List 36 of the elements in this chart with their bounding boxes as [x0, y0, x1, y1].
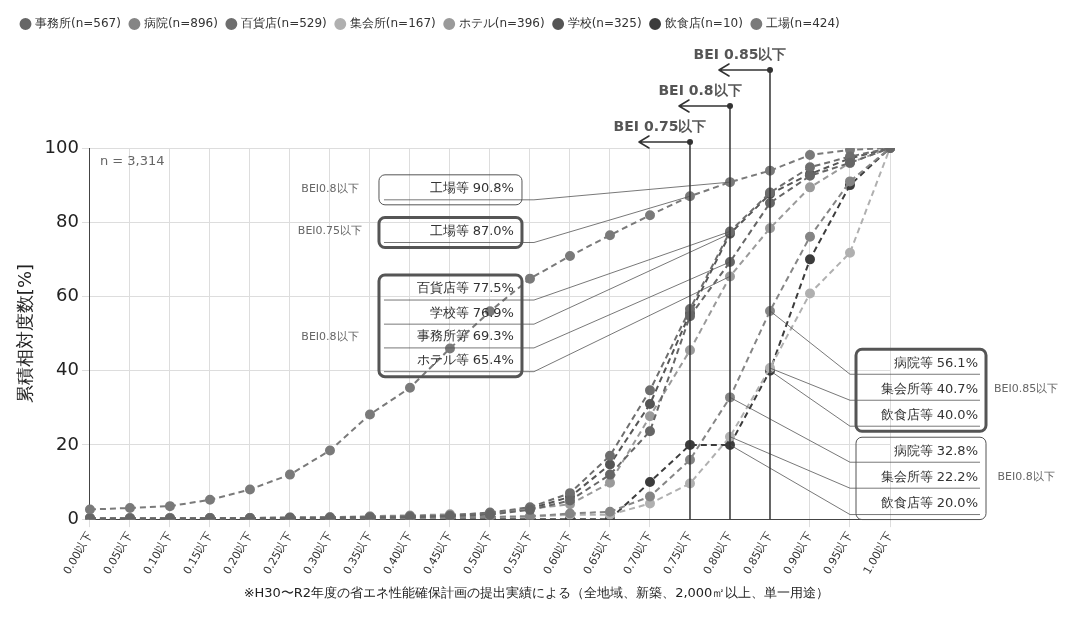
- y-tick-label: 80: [56, 209, 79, 231]
- y-tick-label: 40: [56, 358, 79, 380]
- annotation: 病院等 32.8%: [893, 442, 978, 458]
- legend-label: 飲食店(n=10): [664, 16, 743, 31]
- legend-label: 工場(n=424): [765, 16, 840, 31]
- legend-label: 集会所(n=167): [349, 16, 436, 31]
- annotation: 病院等 56.1%: [893, 354, 978, 370]
- legend-label: ホテル(n=396): [458, 16, 545, 31]
- y-tick-label: 20: [56, 432, 79, 454]
- y-tick-label: 100: [44, 135, 79, 157]
- annotation: 集会所等 40.7%: [880, 380, 978, 396]
- legend-label: 病院(n=896): [143, 16, 218, 31]
- annotation: 飲食店等 20.0%: [880, 494, 978, 510]
- ref-line-label: BEI 0.85以下: [693, 45, 787, 62]
- annotation: BEI0.8以下: [301, 181, 359, 195]
- ref-line-label: BEI 0.8以下: [658, 81, 742, 98]
- text: BEI0.85以下: [993, 382, 1059, 396]
- annotation: 百貨店等 77.5%: [416, 280, 514, 296]
- annotation: 工場等 87.0%: [429, 222, 514, 238]
- annotation: 飲食店等 40.0%: [880, 406, 978, 422]
- y-axis-title: 累積相対度数[%]: [14, 263, 36, 404]
- annotation: 事務所等 69.3%: [416, 328, 514, 344]
- legend-label: 事務所(n=567): [35, 16, 121, 31]
- y-tick-label: 0: [67, 506, 79, 528]
- legend-label: 学校(n=325): [567, 16, 642, 31]
- legend-label: 百貨店(n=529): [240, 16, 327, 31]
- text: ※H30〜R2年度の省エネ性能確保計画の提出実績による（全地域、新築、2,000㎡以上、単一用途）: [242, 584, 831, 602]
- annotation: BEI0.8以下: [301, 329, 359, 343]
- annotation: n = 3,314: [99, 153, 165, 169]
- annotation: 工場等 90.8%: [429, 180, 514, 196]
- text: BEI0.8以下: [997, 470, 1055, 484]
- y-tick-label: 60: [56, 284, 79, 306]
- annotation: BEI0.75以下: [297, 224, 363, 238]
- ref-line-label: BEI 0.75以下: [613, 117, 707, 134]
- annotation: 集会所等 22.2%: [880, 468, 978, 484]
- annotation: ホテル等 65.4%: [416, 352, 514, 368]
